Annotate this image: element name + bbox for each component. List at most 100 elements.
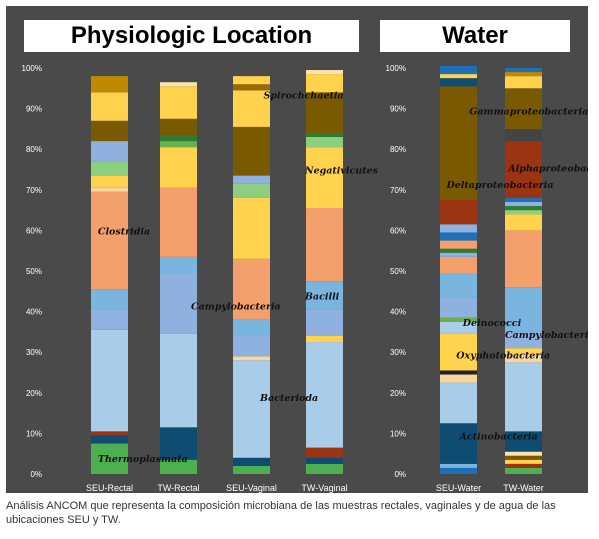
y-tick-label: 0% [30,470,42,479]
bar-segment [160,427,197,460]
taxon-annotation: Oxyphotobacteria [456,350,550,361]
bar-segment [91,76,128,93]
figure-panel: Physiologic Location Water 0% 10% 20% 30% 40… [6,6,588,493]
bar-segment [91,161,128,176]
bar-segment [505,354,542,363]
taxon-annotation: Gammaproteobacteria [469,107,588,118]
bar-segment [440,423,477,464]
bar-segment [91,329,128,432]
bar-segment [160,187,197,257]
bar-segment [505,463,542,468]
bar-segment [233,335,270,357]
bar-segment [505,128,542,142]
bar-segment [91,141,128,162]
taxon-annotation: Deltaproteobacteria [446,180,554,191]
bar-segment [440,224,477,233]
y-tick-label: 100% [386,64,406,73]
bar-segment [233,90,270,127]
bar-segment [440,252,477,257]
bar-segment [160,256,197,274]
bar-segment [233,360,270,458]
bar-segment [505,451,542,456]
bar-segment [505,210,542,215]
bar-segment [91,175,128,188]
taxon-annotation: Deinococci [462,318,522,329]
bar-segment [440,374,477,383]
panel-title-physiologic: Physiologic Location [24,20,359,52]
bar-segment [233,84,270,91]
bar-segment [306,309,343,336]
taxon-annotation: Negativicutes [304,166,379,177]
taxon-annotation: Alphaproteobacteria [507,164,588,175]
bar-segment [233,457,270,466]
bar-segment [505,431,542,452]
bar-segment [306,132,343,138]
bar-segment [233,126,270,176]
bar-segment [440,232,477,241]
bar-segment [160,118,197,135]
taxon-annotation: Campylobacteria [191,302,281,313]
y-tick-label: 90% [390,105,406,114]
bar-segment [306,147,343,209]
bar-segment [440,317,477,322]
bar-segment [505,76,542,89]
bar-segment [306,208,343,282]
y-tick-label: 20% [390,389,406,398]
bar-segment [440,240,477,249]
bar-segment [91,92,128,121]
bar-segment [233,258,270,320]
bar-segment [306,70,343,75]
bar-segment [505,230,542,288]
bar-segment [440,321,477,334]
bar-segment [505,197,542,202]
taxon-annotation: Spirochchaetia [264,90,344,101]
bar-segment [160,333,197,428]
bar-segment [91,443,128,474]
bar-segment [91,309,128,330]
bar-segment [306,74,343,93]
bar-segment [233,319,270,336]
y-tick-label: 20% [26,389,42,398]
bar-segment [91,289,128,310]
category-label: SEU-Rectal [86,483,133,493]
bar-segment [505,201,542,207]
bar-segment [233,175,270,184]
bar-segment [160,82,197,87]
bar-segment [505,459,542,464]
y-tick-label: 10% [26,429,42,438]
bar-segment [91,187,128,192]
bar-segment [306,463,343,474]
category-label: SEU-Water [436,483,481,493]
bar-segment [505,72,542,77]
figure-caption: Análisis ANCOM que representa la composi… [6,500,556,526]
bar-segment [440,382,477,424]
panel-title-water: Water [380,20,570,52]
bar-segment [440,248,477,253]
y-tick-label: 50% [390,267,406,276]
y-tick-label: 10% [390,429,406,438]
y-tick-label: 30% [26,348,42,357]
bar-segment [233,465,270,474]
y-tick-label: 90% [26,105,42,114]
bar-segment [160,141,197,148]
stacked-bar-charts: 0% 10% 20% 30% 40% 50% 60% 70% 80% 90% 100% SEU-Rec… [22,64,588,493]
bar-segment [306,92,343,133]
category-label: TW-Water [503,483,544,493]
bar-segment [440,78,477,87]
bar-segment [505,467,542,474]
bar-segment [160,134,197,142]
bar-segment [91,435,128,444]
bar-segment [160,86,197,119]
bar-segment [505,362,542,432]
bar-segment [440,333,477,371]
taxon-annotation: Thermoplasmata [98,454,188,465]
category-label: SEU-Vaginal [226,483,277,493]
bar-segment [306,137,343,148]
bar-segment [440,74,477,79]
bar-segment [440,65,477,75]
bar-segment [440,256,477,274]
category-label: TW-Vaginal [301,483,347,493]
y-tick-label: 30% [390,348,406,357]
bar-segment [505,88,542,129]
bar-segment [91,191,128,290]
